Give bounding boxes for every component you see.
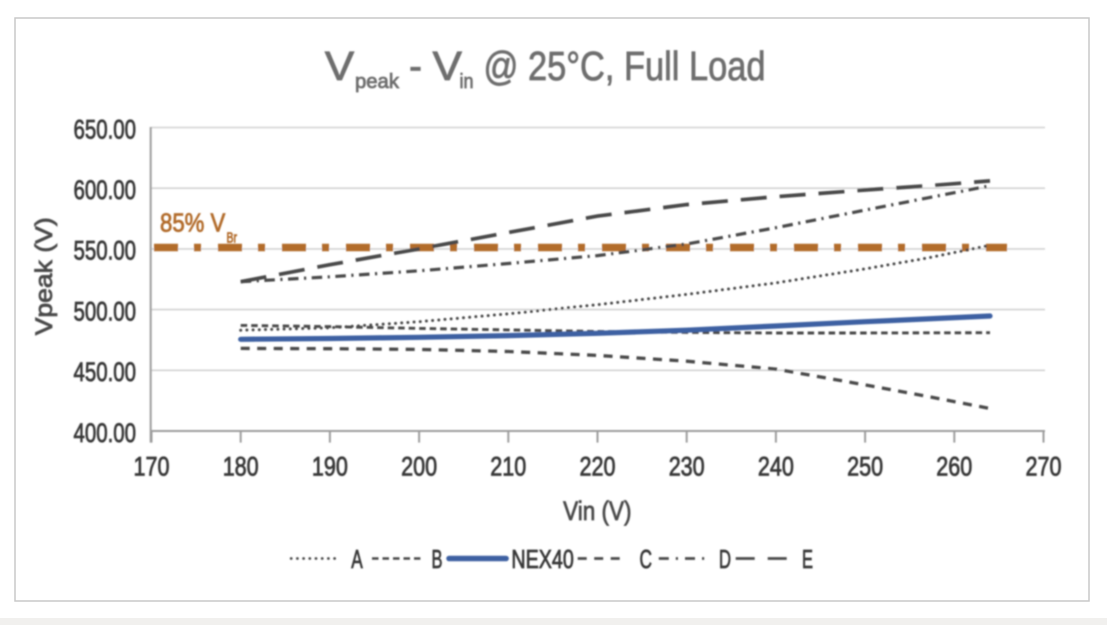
svg-text:220: 220 bbox=[580, 451, 616, 481]
svg-text:Vin (V): Vin (V) bbox=[563, 496, 631, 526]
svg-text:180: 180 bbox=[223, 451, 259, 481]
svg-text:E: E bbox=[802, 544, 813, 574]
svg-text:Vpeak (V): Vpeak (V) bbox=[31, 217, 58, 335]
svg-text:85% V: 85% V bbox=[160, 208, 226, 238]
svg-text:200: 200 bbox=[401, 451, 437, 481]
svg-text:V: V bbox=[433, 43, 463, 89]
svg-text:Br: Br bbox=[227, 230, 238, 247]
svg-text:peak: peak bbox=[355, 70, 400, 93]
svg-text:in: in bbox=[460, 70, 474, 93]
svg-text:@ 25°C, Full Load: @ 25°C, Full Load bbox=[484, 43, 766, 89]
svg-text:500.00: 500.00 bbox=[74, 296, 137, 326]
svg-text:270: 270 bbox=[1026, 451, 1062, 481]
svg-text:-: - bbox=[409, 43, 422, 89]
svg-text:250: 250 bbox=[847, 451, 883, 481]
svg-text:210: 210 bbox=[490, 451, 526, 481]
svg-text:D: D bbox=[719, 544, 731, 574]
svg-text:450.00: 450.00 bbox=[74, 357, 137, 387]
svg-text:NEX40: NEX40 bbox=[511, 544, 573, 574]
svg-text:V: V bbox=[325, 43, 355, 89]
svg-text:C: C bbox=[639, 544, 652, 574]
svg-text:550.00: 550.00 bbox=[74, 236, 137, 266]
svg-text:170: 170 bbox=[134, 451, 170, 481]
svg-text:B: B bbox=[432, 544, 443, 574]
svg-text:A: A bbox=[351, 544, 363, 574]
svg-text:260: 260 bbox=[936, 451, 972, 481]
svg-text:600.00: 600.00 bbox=[74, 175, 137, 205]
svg-text:190: 190 bbox=[312, 451, 348, 481]
svg-text:240: 240 bbox=[758, 451, 794, 481]
svg-text:650.00: 650.00 bbox=[74, 114, 137, 144]
svg-text:400.00: 400.00 bbox=[74, 418, 137, 448]
svg-text:230: 230 bbox=[669, 451, 705, 481]
